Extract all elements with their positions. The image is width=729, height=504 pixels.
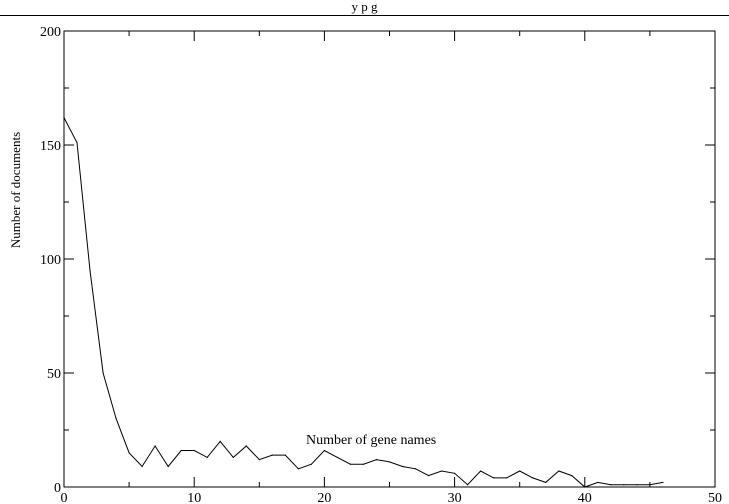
data-point	[610, 484, 612, 486]
data-point	[310, 463, 312, 465]
data-point	[323, 449, 325, 452]
data-point	[440, 470, 443, 472]
data-point	[584, 486, 586, 488]
y-tick-label: 50	[47, 367, 61, 382]
axis-ticks	[63, 30, 716, 488]
data-point	[271, 454, 273, 456]
data-point	[623, 484, 625, 486]
data-point	[636, 484, 638, 486]
data-point	[493, 477, 495, 479]
x-tick-label: 50	[708, 491, 722, 504]
data-point	[76, 142, 78, 144]
data-point	[206, 456, 208, 458]
data-point	[480, 470, 482, 472]
data-point	[401, 465, 404, 468]
data-point	[506, 477, 508, 479]
data-point	[141, 465, 143, 468]
data-point	[545, 481, 547, 484]
data-point	[597, 481, 599, 484]
data-point	[63, 117, 65, 119]
data-point	[467, 484, 469, 486]
data-point	[89, 269, 91, 271]
series-line	[63, 117, 663, 488]
data-point	[362, 463, 365, 465]
data-point	[284, 454, 286, 456]
data-point	[558, 470, 560, 472]
data-point	[154, 445, 156, 447]
y-tick-labels: 0 50 100 150 200	[40, 25, 61, 496]
data-point	[167, 465, 169, 468]
y-axis-label: Number of documents	[8, 132, 23, 248]
y-tick-label: 100	[40, 253, 61, 268]
data-point	[662, 481, 664, 484]
data-point	[232, 456, 234, 458]
data-point	[388, 461, 391, 463]
series-points	[63, 117, 664, 488]
data-point	[219, 440, 221, 442]
y-tick-label: 0	[54, 481, 61, 496]
header-rule	[0, 15, 729, 16]
x-tick-label: 30	[448, 491, 462, 504]
series-annotation: Number of gene names	[306, 433, 436, 448]
data-point	[375, 459, 378, 461]
data-point	[115, 418, 117, 420]
x-tick-labels: 0 10 20 30 40 50	[61, 491, 723, 504]
data-point	[102, 372, 104, 374]
x-tick-label: 0	[61, 491, 68, 504]
data-point	[427, 475, 430, 477]
data-point	[180, 449, 182, 452]
data-point	[336, 456, 339, 458]
page-title: y p g	[351, 0, 378, 14]
data-point	[414, 468, 417, 470]
data-point	[649, 484, 651, 486]
data-point	[258, 459, 260, 461]
data-point	[128, 452, 130, 454]
x-tick-label: 20	[317, 491, 331, 504]
data-point	[349, 463, 352, 465]
data-point	[193, 449, 195, 452]
y-tick-label: 150	[40, 139, 61, 154]
x-tick-label: 40	[578, 491, 592, 504]
data-point	[297, 468, 299, 470]
y-tick-label: 200	[40, 25, 61, 40]
x-tick-label: 10	[187, 491, 201, 504]
data-point	[532, 477, 534, 479]
data-point	[519, 470, 521, 472]
data-point	[454, 472, 456, 474]
data-point	[245, 445, 247, 447]
plot-frame	[63, 30, 716, 488]
data-point	[571, 475, 573, 477]
